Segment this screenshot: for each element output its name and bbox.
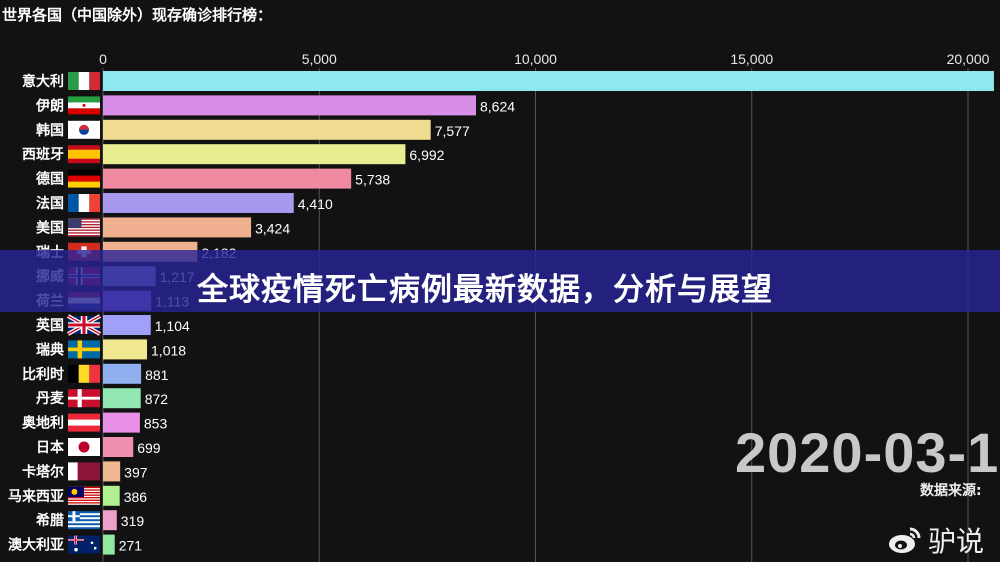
bar bbox=[103, 168, 352, 189]
flag-us-icon bbox=[68, 218, 100, 237]
category-label: 韩国 bbox=[36, 122, 64, 139]
flag-dk-icon bbox=[68, 389, 100, 408]
value-label: 3,424 bbox=[255, 220, 290, 236]
bar bbox=[103, 485, 120, 506]
flag-ir-icon bbox=[68, 96, 100, 115]
bar bbox=[103, 217, 252, 238]
bar bbox=[103, 95, 476, 116]
bar-row: 英国 1,104 bbox=[35, 314, 190, 336]
bar bbox=[103, 339, 148, 360]
category-label: 瑞典 bbox=[36, 341, 64, 358]
value-label: 5,738 bbox=[355, 172, 390, 188]
value-label: 853 bbox=[144, 416, 168, 432]
bar bbox=[103, 363, 142, 384]
bar bbox=[103, 534, 115, 555]
bar bbox=[103, 193, 294, 213]
x-tick-label: 0 bbox=[99, 51, 107, 67]
flag-se-icon bbox=[68, 340, 100, 359]
value-label: 4,410 bbox=[298, 196, 333, 212]
category-label: 比利时 bbox=[22, 366, 64, 383]
category-label: 澳大利亚 bbox=[8, 537, 64, 554]
bar-row: 希腊 319 bbox=[36, 510, 145, 531]
category-label: 丹麦 bbox=[36, 390, 65, 407]
category-label: 日本 bbox=[36, 439, 65, 456]
category-label: 德国 bbox=[36, 171, 64, 188]
category-label: 马来西亚 bbox=[8, 489, 64, 505]
flag-de-icon bbox=[68, 169, 100, 188]
bar-row: 比利时 881 bbox=[22, 363, 169, 384]
flag-at-icon bbox=[68, 413, 100, 432]
bar bbox=[103, 510, 117, 531]
flag-it-icon bbox=[68, 72, 100, 90]
bar-row: 日本 699 bbox=[36, 437, 161, 457]
bar bbox=[103, 119, 431, 140]
chart-title: 世界各国（中国除外）现存确诊排行榜： bbox=[2, 6, 273, 24]
watermark: 驴说 bbox=[888, 520, 984, 560]
flag-es-icon bbox=[68, 145, 100, 164]
flag-my-icon bbox=[68, 486, 100, 505]
bar-row: 瑞典 1,018 bbox=[36, 339, 186, 360]
watermark-text: 驴说 bbox=[928, 525, 985, 558]
bar-row: 美国 3,424 bbox=[36, 217, 290, 238]
value-label: 7,577 bbox=[435, 123, 470, 139]
x-tick-label: 20,000 bbox=[947, 51, 990, 67]
flag-gb-icon bbox=[67, 314, 101, 336]
value-label: 8,624 bbox=[480, 98, 515, 114]
value-label: 881 bbox=[145, 367, 169, 383]
value-label: 271 bbox=[119, 538, 143, 554]
headline-banner: 全球疫情死亡病例最新数据，分析与展望 bbox=[0, 250, 1000, 312]
bar bbox=[103, 315, 151, 335]
value-label: 699 bbox=[137, 440, 161, 456]
flag-gr-icon bbox=[68, 511, 100, 530]
value-label: 872 bbox=[145, 391, 169, 407]
bar-row: 韩国 7,577 bbox=[36, 119, 470, 140]
category-label: 希腊 bbox=[36, 512, 64, 529]
bar-row: 卡塔尔 397 bbox=[22, 461, 148, 482]
bar-row: 丹麦 872 bbox=[36, 388, 169, 409]
bar-row: 澳大利亚 271 bbox=[8, 534, 143, 555]
value-label: 319 bbox=[121, 513, 145, 529]
bar bbox=[103, 461, 121, 482]
bar bbox=[103, 388, 141, 409]
date-label: 2020-03-1 bbox=[735, 421, 1000, 484]
headline-text: 全球疫情死亡病例最新数据，分析与展望 bbox=[197, 272, 773, 308]
category-label: 卡塔尔 bbox=[22, 463, 64, 480]
weibo-icon bbox=[889, 527, 921, 553]
value-label: 1,018 bbox=[151, 342, 186, 358]
flag-qa-icon bbox=[68, 462, 100, 481]
category-label: 伊朗 bbox=[35, 97, 64, 114]
category-label: 法国 bbox=[36, 195, 64, 212]
bar-row: 西班牙 6,992 bbox=[22, 144, 445, 165]
bar-row: 奥地利 853 bbox=[22, 412, 168, 433]
flag-kr-icon bbox=[68, 120, 100, 139]
bar bbox=[103, 144, 406, 165]
bar bbox=[103, 437, 134, 457]
value-label: 397 bbox=[124, 464, 148, 480]
category-label: 奥地利 bbox=[22, 415, 64, 432]
bar-row: 伊朗 8,624 bbox=[35, 95, 515, 116]
x-tick-label: 5,000 bbox=[302, 51, 337, 67]
category-label: 西班牙 bbox=[22, 146, 64, 163]
category-label: 英国 bbox=[35, 317, 64, 334]
flag-jp-icon bbox=[68, 438, 100, 456]
bar-row: 意大利 bbox=[22, 71, 994, 91]
category-label: 美国 bbox=[36, 219, 64, 236]
x-tick-label: 10,000 bbox=[514, 51, 557, 67]
value-label: 6,992 bbox=[409, 147, 444, 163]
bar bbox=[103, 71, 994, 91]
bar bbox=[103, 412, 140, 433]
bar-row: 法国 4,410 bbox=[36, 193, 333, 213]
bar-row: 马来西亚 386 bbox=[8, 485, 148, 506]
flag-fr-icon bbox=[68, 194, 100, 212]
value-label: 386 bbox=[124, 489, 148, 505]
category-label: 意大利 bbox=[22, 73, 64, 90]
data-source-label: 数据来源: bbox=[920, 483, 982, 499]
bar-row: 德国 5,738 bbox=[36, 168, 390, 189]
flag-be-icon bbox=[68, 364, 100, 383]
x-tick-label: 15,000 bbox=[730, 51, 773, 67]
value-label: 1,104 bbox=[155, 318, 190, 334]
flag-au-icon bbox=[68, 535, 100, 554]
